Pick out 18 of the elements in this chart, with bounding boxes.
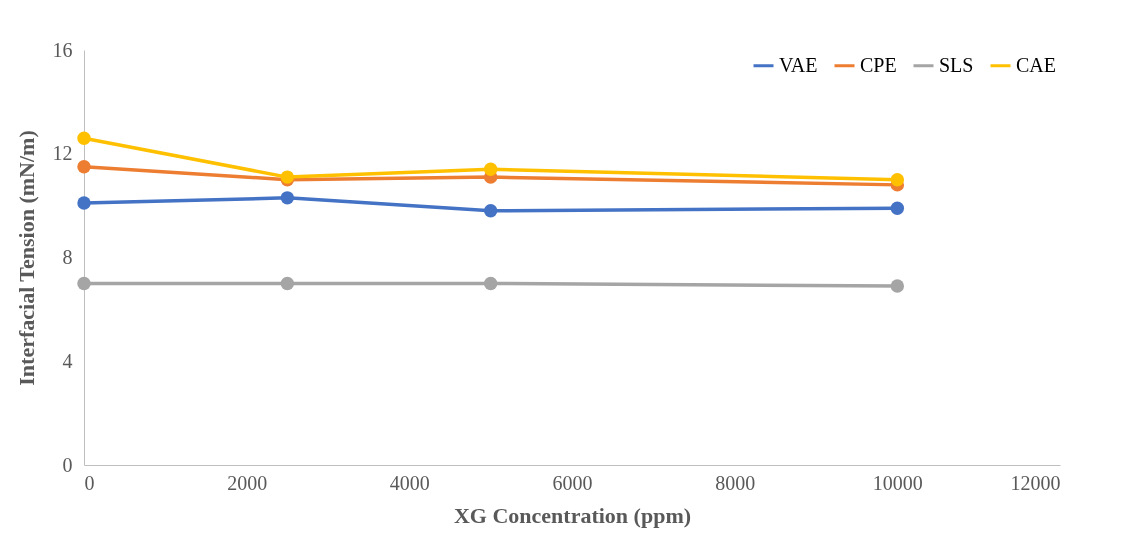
legend-label: VAE <box>779 53 818 76</box>
y-axis-title: Interfacial Tension (mN/m) <box>13 130 39 386</box>
y-tick-label: 16 <box>52 38 73 61</box>
legend-label: CPE <box>860 53 897 76</box>
y-tick-label: 0 <box>62 453 73 476</box>
x-tick-label: 4000 <box>389 471 430 494</box>
y-tick-label: 8 <box>62 246 73 268</box>
x-tick-label: 12000 <box>1010 471 1061 494</box>
x-tick-label: 2000 <box>227 471 268 494</box>
x-tick-label: 8000 <box>715 471 756 494</box>
legend-label: SLS <box>939 53 974 76</box>
y-tick-label: 4 <box>62 349 73 372</box>
x-tick-label: 6000 <box>552 471 593 494</box>
y-tick-label: 12 <box>52 142 73 165</box>
x-tick-label: 10000 <box>872 471 923 494</box>
x-tick-label: 0 <box>84 471 95 494</box>
x-axis-title: XG Concentration (ppm) <box>453 502 692 528</box>
legend-label: CAE <box>1016 53 1056 76</box>
